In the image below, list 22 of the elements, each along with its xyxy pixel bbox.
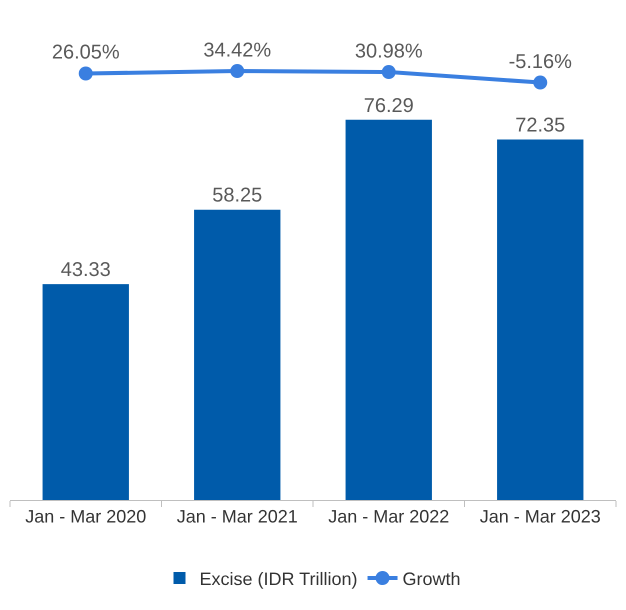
point: [230, 64, 244, 78]
x-tick-label: Jan - Mar 2021: [176, 506, 298, 527]
bar: [194, 210, 280, 500]
data-label: 76.29: [364, 94, 414, 117]
data-label: 26.05%: [52, 42, 120, 64]
data-label: 58.25: [212, 184, 262, 207]
x-tick-label: Jan - Mar 2023: [480, 506, 601, 527]
bar: [42, 284, 129, 500]
legend-label: Excise (IDR Trillion): [200, 569, 358, 590]
legend-label: Growth: [402, 569, 461, 590]
data-label: 30.98%: [354, 40, 423, 62]
bar: [497, 139, 584, 500]
point: [533, 76, 548, 90]
data-label: -5.16%: [508, 50, 572, 73]
data-label: 34.42%: [203, 39, 272, 62]
bar: [346, 120, 432, 500]
data-label: 43.33: [60, 259, 111, 282]
x-tick-label: Jan - Mar 2022: [328, 506, 450, 527]
x-tick-label: Jan - Mar 2020: [25, 506, 146, 527]
point: [382, 65, 396, 80]
point: [78, 66, 93, 80]
data-label: 72.35: [515, 114, 566, 136]
